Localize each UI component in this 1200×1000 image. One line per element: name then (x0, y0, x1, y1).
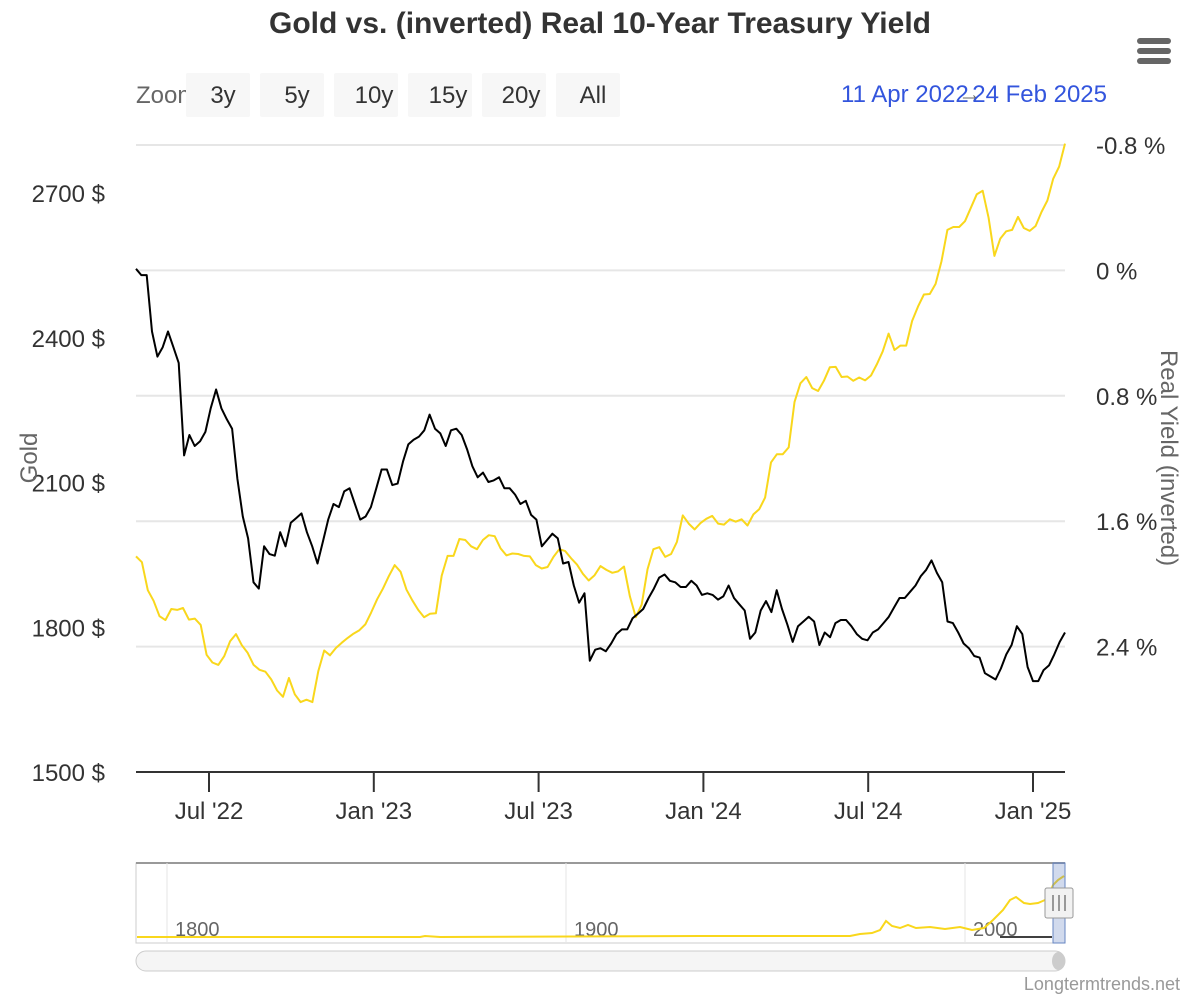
y-right-tick-label: 0.8 % (1096, 384, 1157, 411)
y-axis-left-title: Gold (16, 433, 43, 484)
navigator-gold-series (137, 875, 1065, 939)
y-right-tick-label: 0 % (1096, 258, 1137, 285)
scrollbar-thumb[interactable] (1052, 952, 1065, 970)
y-axis-right: -0.8 % 0 % 0.8 % 1.6 % 2.4 % (1096, 133, 1165, 662)
x-tick-label: Jan '25 (995, 798, 1072, 825)
zoom-button-10y[interactable]: 10y (334, 73, 398, 117)
gold-series-line (135, 143, 1066, 704)
navigator-handle[interactable] (1044, 887, 1074, 919)
y-left-tick-label: 2700 $ (32, 181, 105, 208)
x-tick-label: Jan '24 (665, 798, 742, 825)
svg-text:5y: 5y (284, 82, 309, 109)
y-right-tick-label: -0.8 % (1096, 133, 1165, 160)
svg-text:20y: 20y (502, 82, 541, 109)
y-right-tick-label: 2.4 % (1096, 635, 1157, 662)
range-from-input[interactable]: 11 Apr 2022 (841, 81, 969, 108)
zoom-buttons: 3y 5y 10y 15y 20y All Zoom 3y (136, 73, 620, 117)
zoom-button-all[interactable]: All (556, 73, 620, 117)
zoom-button-3y-label: 3y (210, 82, 235, 109)
real-yield-series-line (135, 268, 1066, 683)
x-tick-label: Jan '23 (335, 798, 412, 825)
svg-text:15y: 15y (429, 82, 468, 109)
x-tick-label: Jul '24 (834, 798, 903, 825)
menu-icon[interactable] (1137, 38, 1171, 64)
navigator-year-2000: 2000 (973, 919, 1018, 941)
svg-text:All: All (580, 82, 607, 109)
range-to-input[interactable]: 24 Feb 2025 (972, 81, 1107, 108)
y-left-tick-label: 1800 $ (32, 615, 105, 642)
y-axis-right-title: Real Yield (inverted) (1155, 350, 1182, 566)
zoom-button-3y-face[interactable] (186, 73, 250, 117)
zoom-button-15y[interactable]: 15y (408, 73, 472, 117)
series-lines (135, 143, 1066, 704)
x-tick-label: Jul '22 (175, 798, 244, 825)
zoom-button-20y[interactable]: 20y (482, 73, 546, 117)
navigator-year-1800: 1800 (175, 919, 220, 941)
range-separator: → (958, 81, 982, 108)
navigator-year-1900: 1900 (574, 919, 619, 941)
y-axis-left: 1500 $ 1800 $ 2100 $ 2400 $ 2700 $ (32, 181, 105, 787)
y-left-tick-label: 1500 $ (32, 760, 105, 787)
chart-title: Gold vs. (inverted) Real 10-Year Treasur… (269, 7, 931, 40)
y-left-tick-label: 2400 $ (32, 326, 105, 353)
navigator-frame (135, 862, 1066, 944)
y-right-tick-label: 1.6 % (1096, 509, 1157, 536)
y-left-tick-label: 2100 $ (32, 471, 105, 498)
x-tick-label: Jul '23 (504, 798, 573, 825)
zoom-button-5y[interactable]: 5y (260, 73, 324, 117)
svg-text:10y: 10y (355, 82, 394, 109)
scrollbar[interactable] (135, 950, 1066, 972)
x-axis: Jul '22 Jan '23 Jul '23 Jan '24 Jul '24 Jan '… (136, 771, 1072, 825)
gridlines (136, 144, 1065, 648)
scrollbar-track[interactable] (135, 950, 1066, 972)
credits-link[interactable]: Longtermtrends.net (1024, 974, 1180, 994)
navigator[interactable]: 1800 1900 2000 (135, 862, 1074, 944)
